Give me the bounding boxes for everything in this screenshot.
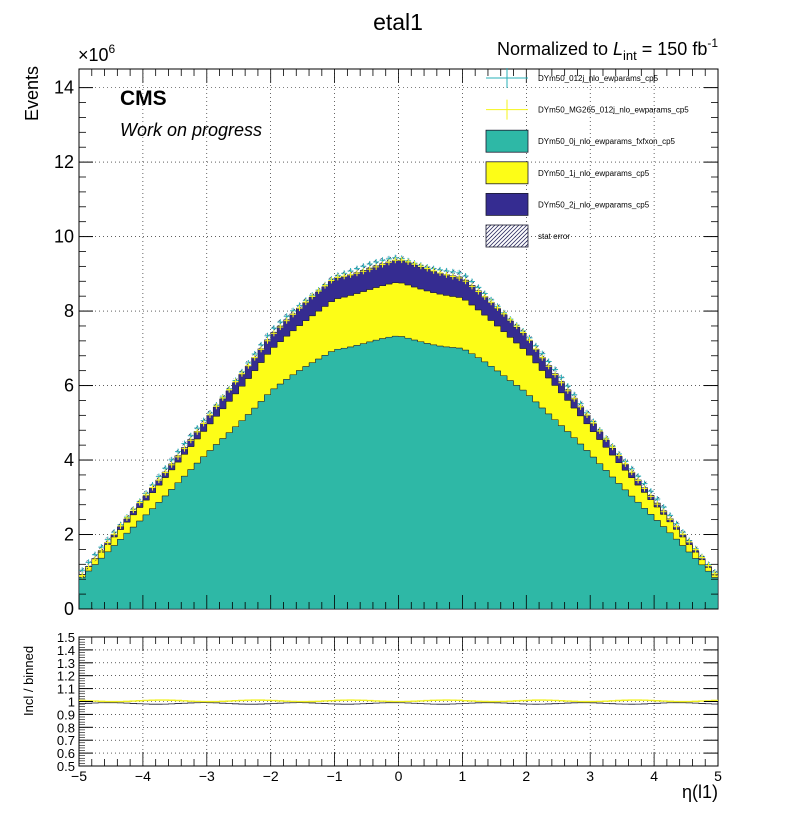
- work-in-progress-label: Work on progress: [120, 120, 262, 140]
- x-tick-label: 2: [522, 768, 530, 784]
- legend-label: DYm50_012j_nlo_ewparams_cp5: [538, 74, 659, 83]
- ratio-axes: 0.50.60.70.80.911.11.21.31.41.5−5 −4 −3 −2−…: [57, 630, 722, 784]
- legend-label: DYm50_MG265_012j_nlo_ewparams_cp5: [538, 106, 689, 115]
- ratio-line-DYm50_012j_nlo_ewparams_cp5: [79, 702, 718, 705]
- x-tick-label: 5: [714, 768, 722, 784]
- legend-label: DYm50_2j_nlo_ewparams_cp5: [538, 200, 650, 209]
- x-tick-label: −4: [135, 768, 151, 784]
- cms-label: CMS: [120, 87, 167, 110]
- lumi-int: int: [623, 48, 637, 63]
- y-axis-label-ratio: Incl / binned: [21, 646, 36, 716]
- x-tick-label: −5: [71, 768, 87, 784]
- legend-hatch-swatch: [485, 224, 529, 248]
- x-axis-label: η(l1): [682, 782, 718, 802]
- ratio-grid: [79, 636, 718, 767]
- ratio-y-tick-label: 1.4: [57, 643, 75, 658]
- legend-label: stat error: [538, 232, 570, 241]
- legend-swatch: [485, 161, 529, 185]
- stack-DYm50_2j_nlo_ewparams_cp5: [78, 260, 719, 576]
- y-tick-label: 6: [64, 376, 74, 396]
- ratio-y-tick-label: 1.2: [57, 669, 75, 684]
- ratio-y-tick-label: 0.8: [57, 720, 75, 735]
- y-tick-label: 12: [54, 152, 74, 172]
- y-tick-label: 10: [54, 227, 74, 247]
- legend-swatch: [485, 192, 529, 216]
- legend-label: DYm50_0j_nlo_ewparams_fxfxon_cp5: [538, 137, 676, 146]
- y-tick-label: 0: [64, 599, 74, 619]
- y-axis-label-top: Events: [22, 66, 42, 121]
- ratio-y-tick-label: 1.5: [57, 630, 75, 645]
- x-tick-label: −1: [327, 768, 343, 784]
- ratio-y-tick-label: 0.6: [57, 746, 75, 761]
- x-tick-label: 4: [650, 768, 658, 784]
- x-tick-label: 1: [459, 768, 467, 784]
- legend-label: DYm50_1j_nlo_ewparams_cp5: [538, 169, 650, 178]
- lumi-exp: -1: [707, 36, 718, 50]
- legend-swatch: [485, 129, 529, 153]
- y-tick-label: 2: [64, 525, 74, 545]
- lumi-header: Normalized to Lint = 150 fb-1: [497, 36, 718, 63]
- x-tick-label: 3: [586, 768, 594, 784]
- stacked-histogram: [78, 260, 719, 610]
- ratio-lines: [79, 699, 718, 705]
- lumi-eq: = 150 fb: [637, 39, 708, 59]
- y-exponent-power: 6: [109, 42, 116, 56]
- y-exponent: ×106: [78, 42, 116, 65]
- ratio-pad: 0.50.60.70.80.911.11.21.31.41.5−5 −4 −3 −2−…: [57, 630, 722, 784]
- x-tick-label: 0: [395, 768, 403, 784]
- lumi-L: L: [613, 39, 623, 59]
- chart-title: etal1: [373, 9, 423, 35]
- top-pad: 0 2 4 6 8 10 12 14: [54, 68, 719, 619]
- comparison-markers: [79, 254, 718, 579]
- x-tick-label: −3: [199, 768, 215, 784]
- ratio-y-tick-label: 0.5: [57, 759, 75, 774]
- y-tick-label: 14: [54, 78, 74, 98]
- ratio-y-tick-label: 0.9: [57, 707, 75, 722]
- y-tick-label: 8: [64, 301, 74, 321]
- ratio-y-tick-label: 1.3: [57, 656, 75, 671]
- ratio-line-DYm50_MG265_012j_nlo_ewparams_cp5: [79, 699, 718, 703]
- x-tick-label: −2: [263, 768, 279, 784]
- ratio-y-tick-label: 0.7: [57, 733, 75, 748]
- ratio-y-tick-label: 1.1: [57, 682, 75, 697]
- top-axes: 0 2 4 6 8 10 12 14: [54, 69, 718, 619]
- lumi-prefix: Normalized to: [497, 39, 613, 59]
- y-exponent-base: ×10: [78, 45, 109, 65]
- legend: DYm50_012j_nlo_ewparams_cp5 DYm50_MG265_0…: [485, 68, 689, 248]
- y-tick-label: 4: [64, 450, 74, 470]
- ratio-y-tick-label: 1: [68, 695, 75, 710]
